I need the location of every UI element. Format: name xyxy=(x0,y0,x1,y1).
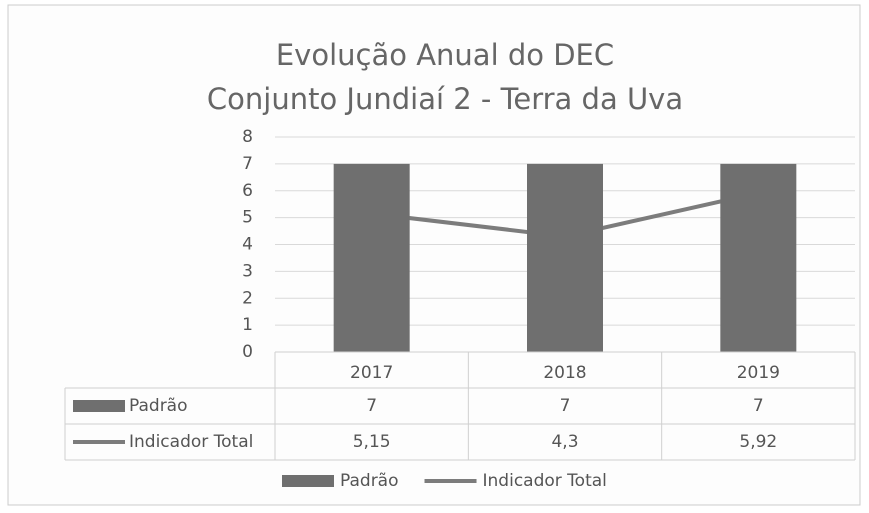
legend-key xyxy=(282,475,334,487)
y-tick-label: 5 xyxy=(242,208,253,228)
legend-label: Padrão xyxy=(340,471,399,491)
bar xyxy=(720,163,797,352)
table-cell: 5,92 xyxy=(739,432,777,452)
y-tick-label: 2 xyxy=(242,288,253,308)
table-row-label: Indicador Total xyxy=(129,432,253,452)
table-legend-key xyxy=(73,400,125,412)
y-tick-label: 1 xyxy=(242,315,253,335)
table-cell: 7 xyxy=(753,396,764,416)
bar xyxy=(527,163,603,352)
chart-title: Evolução Anual do DEC xyxy=(276,38,614,72)
y-tick-label: 4 xyxy=(242,235,253,255)
chart-border xyxy=(7,4,861,506)
y-tick-label: 7 xyxy=(242,154,253,174)
x-tick-label: 2017 xyxy=(350,363,393,383)
y-tick-label: 8 xyxy=(242,127,253,147)
table-cell: 7 xyxy=(560,396,571,416)
table-cell: 5,15 xyxy=(353,432,391,452)
x-tick-label: 2018 xyxy=(543,363,586,383)
table-cell: 7 xyxy=(366,396,377,416)
y-tick-label: 0 xyxy=(242,342,253,362)
y-tick-label: 3 xyxy=(242,261,253,281)
bar xyxy=(333,163,410,352)
y-tick-label: 6 xyxy=(242,181,253,201)
x-tick-label: 2019 xyxy=(737,363,780,383)
table-cell: 4,3 xyxy=(551,432,578,452)
table-row-label: Padrão xyxy=(129,396,188,416)
legend-label: Indicador Total xyxy=(483,471,607,491)
chart-subtitle: Conjunto Jundiaí 2 - Terra da Uva xyxy=(207,82,683,116)
